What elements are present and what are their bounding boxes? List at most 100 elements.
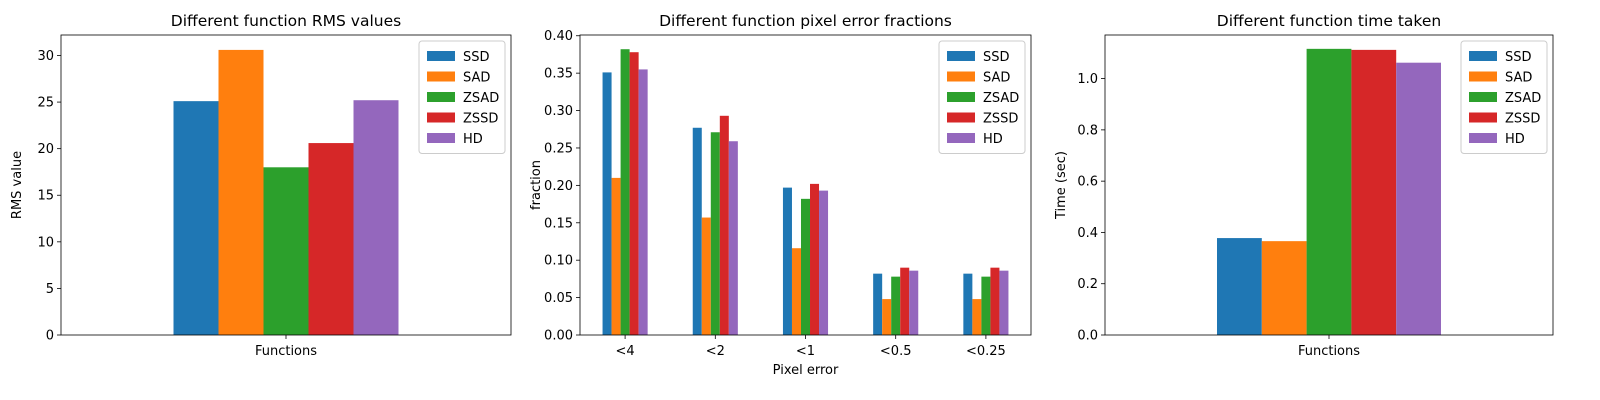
bar-zssd-3 — [810, 183, 820, 335]
legend-swatch-sad — [1469, 71, 1497, 82]
x-axis-ticks: Functions — [255, 335, 317, 359]
bar-sad-1 — [611, 177, 621, 335]
bar-zsad-5 — [981, 276, 991, 335]
bar-hd-4 — [909, 270, 919, 335]
legend-swatch-zssd — [947, 112, 975, 123]
legend-label-zssd: ZSSD — [463, 112, 498, 127]
chart-title: Different function RMS values — [171, 12, 401, 30]
chart-panel-3: 0.0 0.2 0.4 0.6 0.8 1.0 Functions Different fun… — [1054, 12, 1554, 359]
y-tick-label: 0.4 — [1077, 226, 1098, 241]
y-tick-label: 5 — [46, 282, 54, 297]
legend-swatch-zsad — [1469, 92, 1497, 102]
y-tick-label: 20 — [37, 142, 54, 157]
legend-swatch-zsad — [947, 92, 975, 102]
chart-title: Different function time taken — [1217, 12, 1441, 30]
y-axis-ticks: 0.00 0.05 0.10 0.15 0.20 0.25 0.30 0.35 0.40 — [544, 29, 580, 344]
bars — [1217, 48, 1441, 335]
bars — [173, 49, 399, 336]
chart-panel-2: 0.00 0.05 0.10 0.15 0.20 0.25 0.30 0.35 0.40 <4 <2… — [529, 12, 1032, 378]
x-axis-ticks: Functions — [1298, 335, 1360, 359]
legend-label-sad: SAD — [463, 71, 490, 86]
bar-zsad-2 — [710, 132, 720, 335]
y-tick-label: 0.2 — [1077, 277, 1098, 292]
bar-ssd-1 — [1217, 238, 1262, 335]
y-tick-label: 0.25 — [544, 141, 573, 156]
legend-label-hd: HD — [1505, 132, 1525, 147]
bar-hd-5 — [999, 270, 1009, 335]
bar-hd-1 — [638, 69, 648, 335]
bar-ssd-5 — [963, 273, 973, 335]
legend-swatch-ssd — [947, 51, 975, 61]
bars — [602, 49, 1009, 336]
legend: SSD SAD ZSAD ZSSD HD — [1460, 40, 1548, 154]
bar-zsad-1 — [263, 167, 309, 335]
legend-label-zsad: ZSAD — [1505, 91, 1541, 106]
legend-swatch-sad — [947, 71, 975, 82]
y-tick-label: 0.10 — [544, 254, 573, 269]
bar-ssd-4 — [873, 273, 883, 335]
bar-zssd-2 — [719, 115, 729, 335]
y-axis-ticks: 0.0 0.2 0.4 0.6 0.8 1.0 — [1077, 72, 1105, 344]
legend: SSD SAD ZSAD ZSSD HD — [418, 40, 506, 154]
chart-title: Different function pixel error fractions — [659, 12, 952, 30]
y-axis-label: fraction — [529, 160, 544, 210]
x-tick-label: <0.5 — [880, 344, 912, 359]
x-axis-ticks: <4 <2 <1 <0.5 <0.25 — [616, 335, 1006, 359]
legend-label-hd: HD — [463, 132, 483, 147]
legend-swatch-hd — [427, 133, 455, 143]
y-axis-label: Time (sec) — [1054, 151, 1069, 220]
y-tick-label: 0.35 — [544, 67, 573, 82]
bar-sad-1 — [1261, 241, 1307, 335]
legend-label-ssd: SSD — [1505, 50, 1532, 65]
x-tick-label: <4 — [616, 344, 635, 359]
legend: SSD SAD ZSAD ZSSD HD — [938, 40, 1026, 154]
y-tick-label: 0.0 — [1077, 329, 1098, 344]
bar-zssd-1 — [1351, 49, 1397, 335]
y-tick-label: 0.30 — [544, 104, 573, 119]
chart-panel-1: 0 5 10 15 20 25 30 Functions Different function … — [10, 12, 512, 359]
x-tick-label: Functions — [255, 344, 317, 359]
y-axis-label: RMS value — [10, 151, 25, 219]
bar-sad-2 — [701, 217, 711, 335]
x-tick-label: <2 — [706, 344, 725, 359]
y-tick-label: 0.20 — [544, 179, 573, 194]
y-tick-label: 1.0 — [1077, 72, 1098, 87]
bar-zsad-4 — [891, 276, 901, 335]
y-tick-label: 25 — [37, 96, 54, 111]
bar-zssd-4 — [900, 267, 910, 335]
y-tick-label: 0.40 — [544, 29, 573, 44]
legend-swatch-hd — [1469, 133, 1497, 143]
bar-zssd-1 — [629, 52, 639, 336]
legend-box — [938, 40, 1026, 154]
bar-hd-2 — [728, 141, 738, 335]
bar-hd-1 — [353, 100, 399, 335]
y-axis-ticks: 0 5 10 15 20 25 30 — [37, 49, 61, 344]
legend-swatch-sad — [427, 71, 455, 82]
bar-ssd-3 — [782, 187, 792, 335]
legend-label-sad: SAD — [1505, 71, 1532, 86]
legend-label-zsad: ZSAD — [983, 91, 1019, 106]
legend-swatch-ssd — [1469, 51, 1497, 61]
y-tick-label: 0 — [46, 329, 54, 344]
bar-zsad-3 — [800, 198, 811, 335]
bar-zsad-1 — [1306, 48, 1352, 335]
bar-hd-3 — [819, 190, 829, 335]
y-tick-label: 0.6 — [1077, 175, 1098, 190]
legend-label-sad: SAD — [983, 71, 1010, 86]
legend-swatch-zsad — [427, 92, 455, 102]
bar-ssd-1 — [602, 72, 612, 335]
legend-label-zssd: ZSSD — [983, 112, 1018, 127]
bar-sad-4 — [882, 299, 892, 335]
y-tick-label: 0.00 — [544, 329, 573, 344]
legend-label-zsad: ZSAD — [463, 91, 499, 106]
bar-sad-1 — [218, 49, 264, 336]
legend-box — [418, 40, 506, 154]
bar-sad-3 — [791, 248, 801, 335]
y-tick-label: 15 — [37, 189, 54, 204]
legend-swatch-hd — [947, 133, 975, 143]
legend-label-ssd: SSD — [983, 50, 1010, 65]
y-tick-label: 0.8 — [1077, 123, 1098, 138]
y-tick-label: 10 — [37, 235, 54, 250]
bar-zsad-1 — [620, 49, 630, 335]
